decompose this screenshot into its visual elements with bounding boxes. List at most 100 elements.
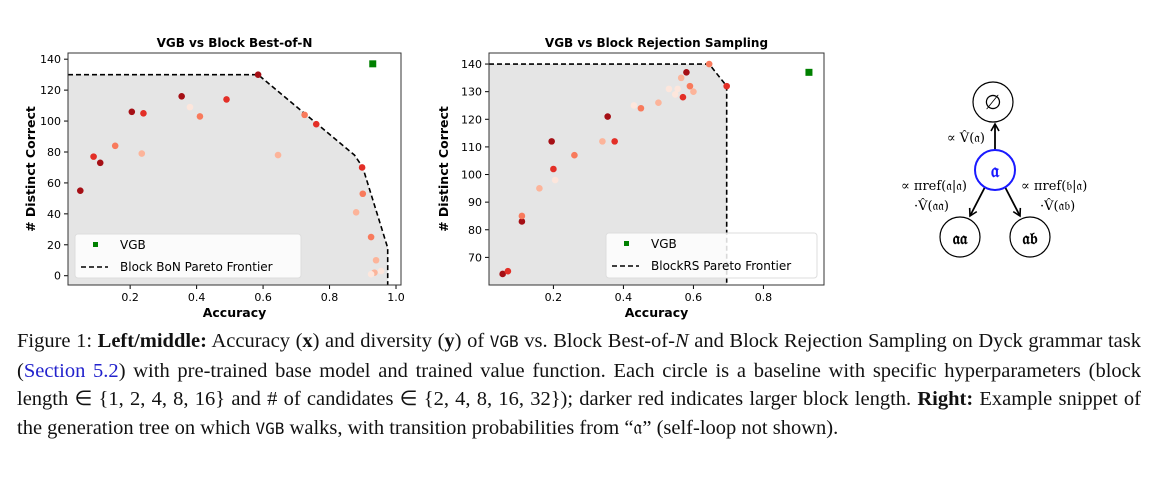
node-current-label: 𝔞 — [991, 160, 1000, 182]
baseline-point — [301, 111, 308, 119]
chart-block-rejection-sampling: 0.2 0.4 0.6 0.8 70 80 90 100 110 120 130 140 VGB vs … — [436, 36, 825, 320]
y-tick-label: 90 — [468, 196, 482, 209]
baseline-point — [186, 103, 194, 111]
node-current — [974, 149, 1016, 191]
baseline-point — [76, 187, 84, 194]
node-aa-label: 𝔞𝔞 — [953, 229, 968, 249]
y-tick-label: 0 — [54, 270, 61, 283]
edge-up-label: ∝ V̂(𝔞) — [947, 130, 985, 146]
baseline-point — [518, 218, 526, 225]
baseline-point — [637, 104, 645, 112]
figure-caption: Figure 1: Left/middle: Accuracy (x) and … — [17, 327, 1141, 443]
legend-vgb-marker — [93, 242, 98, 247]
baseline-point — [138, 150, 146, 157]
y-tick-label: 80 — [47, 146, 61, 159]
y-tick-label: 100 — [461, 169, 482, 182]
baseline-point — [254, 71, 262, 78]
baseline-point — [679, 93, 687, 101]
x-tick-label: 0.8 — [321, 291, 339, 304]
baseline-point — [140, 110, 147, 117]
pareto-frontier-line — [68, 73, 389, 285]
x-tick-label: 1.0 — [387, 291, 405, 304]
caption-text: VGB — [255, 418, 285, 438]
baseline-point — [274, 151, 282, 159]
section-link[interactable]: Section 5.2 — [23, 359, 119, 382]
baseline-point — [312, 120, 320, 128]
edge-left-arrow — [968, 186, 986, 218]
baseline-point — [377, 267, 385, 275]
x-tick-label: 0.4 — [615, 291, 633, 304]
baseline-point — [683, 69, 690, 76]
node-root — [972, 81, 1014, 123]
legend-vgb-marker — [624, 241, 629, 246]
baseline-point — [90, 153, 97, 160]
baseline-point — [359, 190, 367, 198]
y-tick-label: 100 — [40, 115, 61, 128]
y-tick-label: 70 — [468, 251, 482, 264]
baseline-point — [686, 82, 694, 90]
vgb-point — [805, 68, 813, 76]
baseline-point — [96, 159, 104, 167]
baseline-point — [178, 93, 185, 100]
chart-title: VGB vs Block Rejection Sampling — [545, 36, 768, 50]
caption-text: walks, with transition probabilities fro… — [284, 416, 839, 439]
baseline-point — [367, 270, 375, 278]
baseline-point — [677, 74, 685, 82]
baseline-point — [705, 60, 713, 68]
baseline-point — [518, 212, 526, 220]
caption-text: y — [444, 330, 455, 352]
caption-text: x — [302, 330, 313, 352]
baseline-point — [111, 142, 119, 150]
edge-right-arrow — [1004, 186, 1022, 218]
baseline-point — [223, 96, 230, 103]
legend-vgb-label: VGB — [651, 237, 677, 251]
baseline-point — [372, 256, 380, 264]
node-root-label: ∅ — [984, 90, 1001, 114]
edge-right-label-2: ·V̂(𝔞𝔟) — [1040, 198, 1075, 214]
pareto-frontier-line — [489, 63, 728, 285]
edge-right-label-1: ∝ πref(𝔟|𝔞) — [1021, 179, 1087, 194]
y-tick-label: 80 — [468, 224, 482, 237]
x-tick-label: 0.6 — [254, 291, 272, 304]
baseline-point — [548, 138, 555, 145]
caption-text: ) with pre-trained base model and traine… — [17, 359, 1141, 411]
x-tick-label: 0.4 — [188, 291, 206, 304]
baseline-point — [358, 164, 366, 171]
baseline-point — [630, 102, 638, 109]
x-tick-label: 0.2 — [545, 291, 563, 304]
node-ab — [1009, 216, 1051, 258]
x-tick-label: 0.6 — [685, 291, 703, 304]
legend-frontier-label: Block BoN Pareto Frontier — [120, 260, 273, 274]
caption-text: Right: — [917, 388, 974, 411]
y-axis-label: # Distinct Correct — [23, 106, 38, 232]
baseline-point — [571, 151, 578, 159]
node-ab-label: 𝔞𝔟 — [1022, 229, 1037, 249]
dominated-region — [489, 64, 727, 285]
baseline-point — [671, 91, 679, 98]
y-tick-label: 40 — [47, 208, 61, 221]
baseline-point — [367, 233, 375, 241]
baseline-point — [604, 113, 611, 120]
caption-text: Left/middle: — [97, 330, 207, 352]
y-tick-label: 120 — [40, 84, 61, 97]
baseline-point — [723, 82, 730, 90]
edge-left-label-2: ·V̂(𝔞𝔞) — [914, 198, 949, 214]
y-axis-label: # Distinct Correct — [436, 106, 451, 232]
chart-block-best-of-n: 0.2 0.4 0.6 0.8 1.0 0 20 40 60 80 100 120 140 VGB vs … — [23, 36, 405, 320]
caption-text: Example snippet of the generation tree o… — [17, 388, 1142, 439]
baseline-point — [536, 185, 543, 192]
caption-text: Accuracy ( — [206, 330, 303, 352]
x-axis-label: Accuracy — [203, 305, 267, 320]
baseline-point — [352, 209, 360, 216]
baseline-point — [690, 88, 697, 95]
baseline-point — [674, 85, 681, 93]
x-tick-label: 0.8 — [755, 291, 773, 304]
caption-text: and Block Rejection Sampling on Dyck gra… — [17, 330, 1141, 382]
y-tick-label: 140 — [40, 53, 61, 66]
baseline-point — [551, 176, 559, 184]
y-tick-label: 20 — [47, 239, 61, 252]
baseline-point — [665, 85, 673, 93]
caption-text: ) of — [454, 330, 490, 352]
figure: 0.2 0.4 0.6 0.8 1.0 0 20 40 60 80 100 120 140 VGB vs … — [23, 36, 1087, 320]
chart-title: VGB vs Block Best-of-N — [157, 36, 313, 50]
